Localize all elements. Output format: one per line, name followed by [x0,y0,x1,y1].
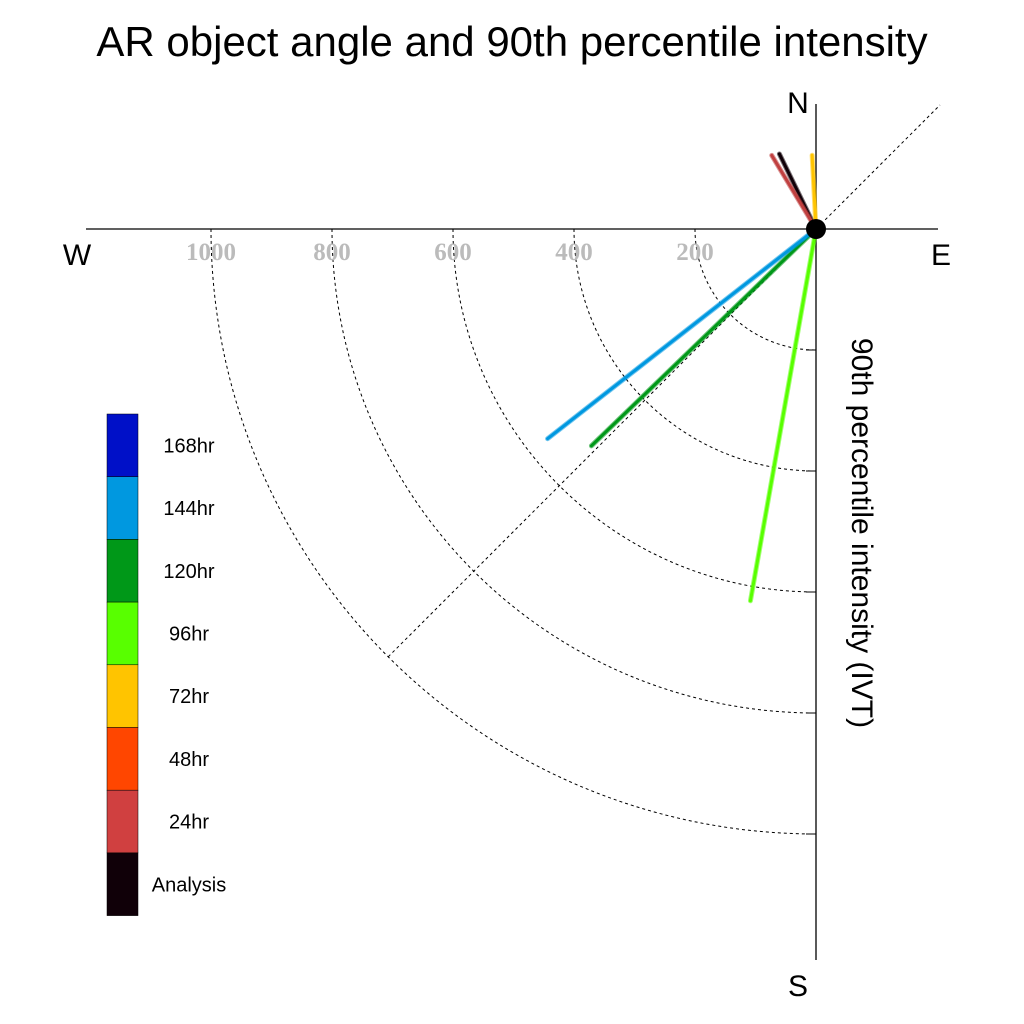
vector-144hr [545,226,819,442]
radial-tick-label-1000: 1000 [186,239,236,266]
legend: 168hr 144hr 120hr 96hr 72hr 48hr 24hr Analysis [106,413,226,916]
vector-24hr [769,152,819,232]
radial-tick-label-600: 600 [434,239,472,266]
radial-tick-labels: 200 400 600 800 1000 [186,239,714,266]
legend-label-72hr: 72hr [169,686,209,708]
grid-arc-400 [573,228,817,472]
origin-marker [806,219,826,239]
legend-label-24hr: 24hr [169,812,209,834]
legend-swatch-168hr [106,413,139,477]
legend-swatch-72hr [106,664,139,728]
legend-label-96hr: 96hr [169,623,209,645]
vectors [545,151,819,604]
vector-96hr [747,226,819,604]
legend-swatch-analysis [106,852,139,916]
grid-arc-200 [694,228,817,351]
legend-swatch-24hr [106,789,139,854]
legend-label-168hr: 168hr [163,435,214,457]
legend-label-48hr: 48hr [169,749,209,771]
compass-south: S [788,970,808,1003]
y-axis-label: 90th percentile intensity (IVT) [845,338,878,728]
legend-swatch-120hr [106,539,139,603]
legend-label-144hr: 144hr [163,498,214,520]
grid-diagonal [387,104,941,658]
legend-swatch-48hr [106,727,139,791]
vector-72hr [809,152,819,232]
radial-tick-label-800: 800 [313,239,351,266]
compass-west: W [63,239,92,272]
legend-label-analysis: Analysis [152,874,226,896]
polar-grid [210,104,941,835]
compass-east: E [931,239,951,272]
chart-title: AR object angle and 90th percentile inte… [96,18,927,65]
compass-north: N [787,87,809,120]
legend-swatch-96hr [106,601,139,666]
radial-tick-label-200: 200 [676,239,714,266]
legend-label-120hr: 120hr [163,561,214,583]
legend-swatch-144hr [106,476,139,540]
vector-120hr [588,226,819,449]
radial-tick-label-400: 400 [555,239,593,266]
